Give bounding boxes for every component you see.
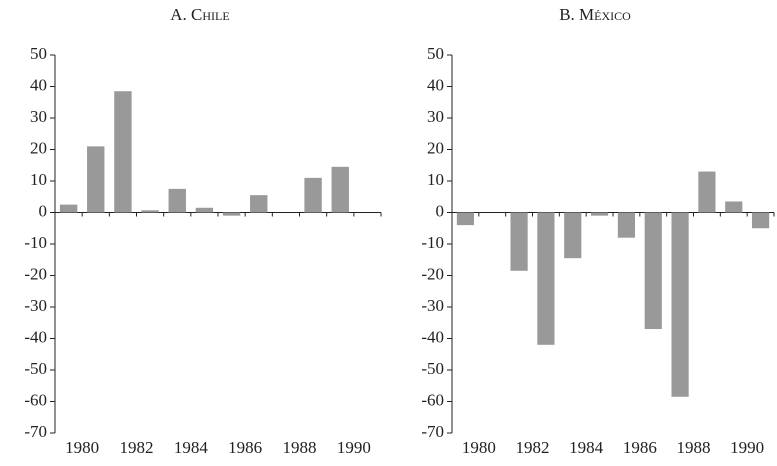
bar <box>87 146 105 213</box>
y-tick-label: -50 <box>421 359 444 378</box>
x-tick-label: 1990 <box>337 438 371 457</box>
y-tick-label: -20 <box>24 264 47 283</box>
y-tick-label: -50 <box>24 359 47 378</box>
y-tick-label: 20 <box>427 138 444 157</box>
chart-title: B. México <box>559 5 631 24</box>
y-tick-label: 50 <box>30 44 47 63</box>
bar <box>195 207 214 213</box>
bar <box>564 212 582 259</box>
x-tick-label: 1984 <box>174 438 209 457</box>
bar <box>222 212 241 216</box>
y-tick-label: 30 <box>30 107 47 126</box>
y-tick-label: 10 <box>427 170 444 189</box>
bar <box>510 212 528 271</box>
x-tick-label: 1990 <box>730 438 764 457</box>
x-tick-label: 1984 <box>569 438 604 457</box>
y-tick-label: -70 <box>24 422 47 441</box>
x-tick-label: 1988 <box>283 438 317 457</box>
bar <box>168 188 186 213</box>
x-tick-label: 1986 <box>623 438 657 457</box>
y-tick-label: 30 <box>427 107 444 126</box>
bar <box>250 195 268 213</box>
bar <box>725 201 743 213</box>
bar <box>617 212 636 238</box>
y-tick-label: -10 <box>421 233 444 252</box>
x-tick-label: 1988 <box>677 438 711 457</box>
bar <box>698 171 716 213</box>
bar <box>590 212 609 216</box>
y-tick-label: 40 <box>427 75 444 94</box>
bar <box>751 212 770 229</box>
bar <box>537 212 555 345</box>
bar <box>141 210 159 213</box>
y-tick-label: -60 <box>24 390 47 409</box>
x-tick-label: 1982 <box>120 438 154 457</box>
bar <box>644 212 662 330</box>
bar <box>114 91 132 213</box>
y-tick-label: 40 <box>30 75 47 94</box>
y-tick-label: 50 <box>427 44 444 63</box>
chart-title: A. Chile <box>170 5 229 24</box>
bar <box>331 166 349 213</box>
bar <box>304 177 322 213</box>
x-tick-label: 1980 <box>462 438 496 457</box>
y-tick-label: -30 <box>421 296 444 315</box>
y-tick-label: 0 <box>436 201 445 220</box>
x-tick-label: 1986 <box>228 438 262 457</box>
y-tick-label: 20 <box>30 138 47 157</box>
y-tick-label: -40 <box>24 327 47 346</box>
x-tick-label: 1982 <box>516 438 550 457</box>
bar <box>456 212 475 226</box>
y-tick-label: -30 <box>24 296 47 315</box>
bar <box>671 212 689 397</box>
x-tick-label: 1980 <box>65 438 99 457</box>
y-tick-label: -60 <box>421 390 444 409</box>
bar <box>59 204 78 213</box>
y-tick-label: 0 <box>39 201 48 220</box>
y-tick-label: -40 <box>421 327 444 346</box>
y-tick-label: -20 <box>421 264 444 283</box>
y-tick-label: -70 <box>421 422 444 441</box>
y-tick-label: -10 <box>24 233 47 252</box>
y-tick-label: 10 <box>30 170 47 189</box>
